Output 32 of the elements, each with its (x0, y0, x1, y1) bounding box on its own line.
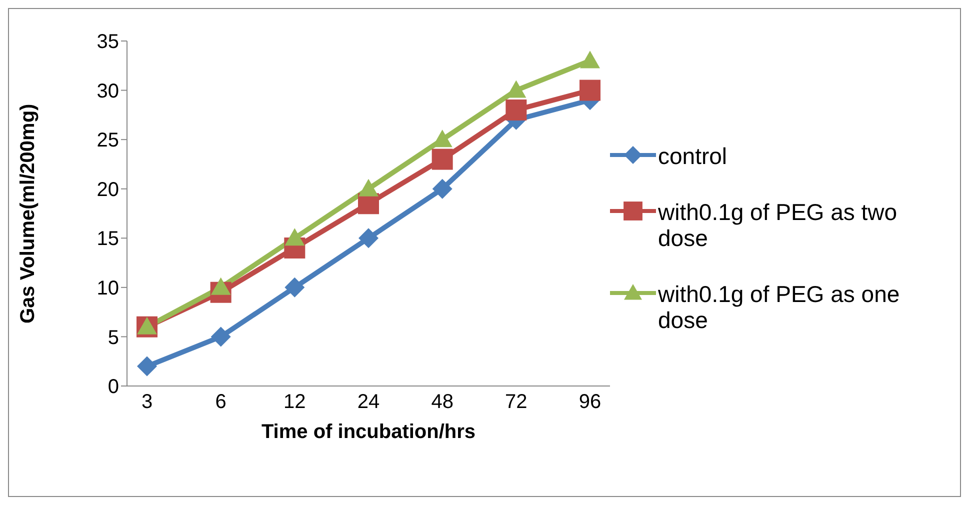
x-tick-label: 24 (357, 391, 380, 414)
y-tick-label: 25 (96, 130, 119, 152)
y-tick-label: 30 (96, 80, 119, 102)
point (210, 326, 231, 347)
legend-label: with0.1g of PEG as two dose (658, 198, 898, 250)
y-tick-label: 0 (108, 376, 119, 398)
legend-label: control (658, 142, 728, 168)
point (432, 148, 453, 170)
point (358, 228, 378, 248)
point (284, 228, 305, 246)
point (506, 100, 527, 120)
y-tick-label: 35 (96, 31, 119, 54)
x-axis-title: Time of incubation/hrs (261, 421, 476, 443)
x-tick-label: 12 (284, 391, 306, 414)
x-tick-label: 48 (431, 391, 454, 414)
x-tick-label: 96 (578, 391, 602, 414)
point (580, 80, 600, 101)
legend-label: with0.1g of PEG as one dose (658, 280, 901, 332)
point (432, 178, 452, 199)
x-tick-label: 3 (141, 391, 153, 414)
y-tick-label: 10 (96, 278, 119, 300)
point (210, 277, 231, 295)
x-tick-label: 72 (505, 391, 528, 414)
point (284, 277, 305, 298)
y-tick-label: 20 (96, 178, 119, 201)
point (137, 356, 157, 376)
y-tick-label: 5 (108, 326, 119, 349)
point (580, 50, 600, 68)
x-tick-label: 6 (215, 391, 226, 414)
point (358, 178, 378, 196)
y-tick-label: 15 (96, 228, 119, 250)
y-axis-title: Gas Volume(ml/200mg) (17, 104, 40, 324)
